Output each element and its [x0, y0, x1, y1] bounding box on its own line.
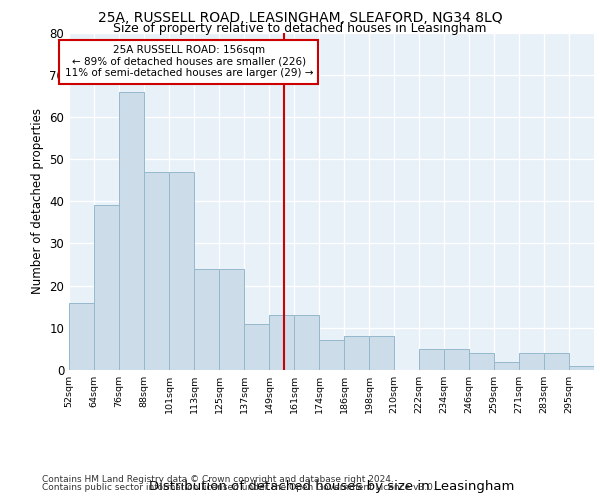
Text: 25A RUSSELL ROAD: 156sqm
← 89% of detached houses are smaller (226)
11% of semi-: 25A RUSSELL ROAD: 156sqm ← 89% of detach… — [65, 45, 313, 78]
Text: Size of property relative to detached houses in Leasingham: Size of property relative to detached ho… — [113, 22, 487, 35]
Bar — [269, 315, 294, 370]
Bar — [344, 336, 369, 370]
X-axis label: Distribution of detached houses by size in Leasingham: Distribution of detached houses by size … — [149, 480, 514, 493]
Bar — [369, 336, 394, 370]
Bar — [169, 172, 194, 370]
Bar — [469, 353, 494, 370]
Bar — [119, 92, 144, 370]
Bar — [144, 172, 169, 370]
Bar — [419, 349, 444, 370]
Bar — [494, 362, 519, 370]
Bar — [544, 353, 569, 370]
Bar — [319, 340, 344, 370]
Bar — [244, 324, 269, 370]
Bar — [94, 206, 119, 370]
Bar — [569, 366, 594, 370]
Bar — [519, 353, 544, 370]
Text: Contains HM Land Registry data © Crown copyright and database right 2024.: Contains HM Land Registry data © Crown c… — [42, 475, 394, 484]
Y-axis label: Number of detached properties: Number of detached properties — [31, 108, 44, 294]
Bar — [444, 349, 469, 370]
Text: 25A, RUSSELL ROAD, LEASINGHAM, SLEAFORD, NG34 8LQ: 25A, RUSSELL ROAD, LEASINGHAM, SLEAFORD,… — [98, 11, 502, 25]
Bar — [194, 269, 219, 370]
Text: Contains public sector information licensed under the Open Government Licence v3: Contains public sector information licen… — [42, 483, 436, 492]
Bar — [69, 302, 94, 370]
Bar — [294, 315, 319, 370]
Bar — [219, 269, 244, 370]
